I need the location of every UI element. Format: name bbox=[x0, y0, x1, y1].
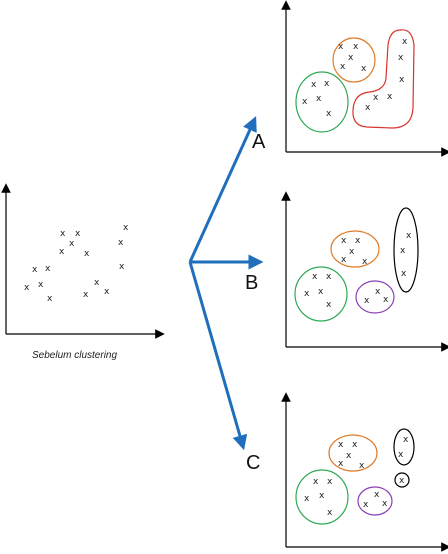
panel-a-points: x x x x x x x x x x x x x x x x bbox=[302, 37, 408, 119]
panel-b: x x x x x x x x x x x x x x x x bbox=[281, 191, 448, 352]
data-point: x bbox=[83, 290, 89, 300]
data-point: x bbox=[304, 289, 310, 299]
cluster-b-orange bbox=[330, 230, 380, 268]
panel-c: x x x x x x x x x x x x x x x x bbox=[281, 392, 448, 552]
panel-c-points: x x x x x x x x x x x x x x x x bbox=[304, 435, 409, 518]
arrow-a bbox=[188, 116, 257, 263]
data-point: x bbox=[327, 477, 333, 487]
data-point: x bbox=[319, 491, 325, 501]
before-points: x x x x x x x x x x x x x x x x bbox=[24, 223, 129, 304]
data-point: x bbox=[374, 490, 380, 500]
cluster-c-black-single bbox=[394, 472, 410, 488]
data-point: x bbox=[383, 295, 389, 305]
data-point: x bbox=[45, 264, 51, 274]
option-a-label: A bbox=[252, 131, 266, 153]
data-point: x bbox=[400, 246, 406, 256]
data-point: x bbox=[38, 280, 44, 290]
data-point: x bbox=[338, 42, 344, 52]
data-point: x bbox=[399, 476, 405, 486]
data-point: x bbox=[311, 80, 317, 90]
data-point: x bbox=[362, 257, 368, 267]
data-point: x bbox=[326, 300, 332, 310]
arrow-c bbox=[188, 261, 248, 451]
data-point: x bbox=[398, 450, 404, 460]
data-point: x bbox=[327, 508, 333, 518]
cluster-a-green bbox=[295, 71, 349, 133]
data-point: x bbox=[341, 236, 347, 246]
data-point: x bbox=[355, 236, 361, 246]
cluster-b-green bbox=[294, 266, 348, 322]
data-point: x bbox=[75, 229, 81, 239]
data-point: x bbox=[349, 247, 355, 257]
option-b-label: B bbox=[245, 272, 258, 294]
option-arrows bbox=[188, 116, 264, 451]
data-point: x bbox=[341, 255, 347, 265]
data-point: x bbox=[401, 269, 407, 279]
data-point: x bbox=[382, 499, 388, 509]
data-point: x bbox=[353, 42, 359, 52]
data-point: x bbox=[402, 37, 408, 47]
data-point: x bbox=[304, 494, 310, 504]
before-panel: x x x x x x x x x x x x x x x x Sebelum … bbox=[1, 183, 165, 361]
data-point: x bbox=[119, 262, 125, 272]
data-point: x bbox=[94, 278, 100, 288]
cluster-a-red bbox=[352, 29, 415, 129]
cluster-c-purple bbox=[357, 486, 393, 516]
data-point: x bbox=[104, 287, 110, 297]
data-point: x bbox=[118, 238, 124, 248]
data-point: x bbox=[387, 92, 393, 102]
data-point: x bbox=[361, 64, 367, 74]
cluster-c-black-large bbox=[393, 428, 415, 466]
panel-a: x x x x x x x x x x x x x x x x bbox=[281, 0, 448, 157]
data-point: x bbox=[326, 109, 332, 119]
data-point: x bbox=[375, 287, 381, 297]
data-point: x bbox=[32, 265, 38, 275]
data-point: x bbox=[399, 75, 405, 85]
data-point: x bbox=[302, 97, 308, 107]
data-point: x bbox=[60, 229, 66, 239]
data-point: x bbox=[313, 477, 319, 487]
data-point: x bbox=[24, 283, 30, 293]
data-point: x bbox=[338, 440, 344, 450]
cluster-b-purple bbox=[355, 280, 395, 314]
data-point: x bbox=[324, 79, 330, 89]
cluster-a-orange bbox=[332, 37, 376, 83]
data-point: x bbox=[352, 440, 358, 450]
data-point: x bbox=[373, 93, 379, 103]
data-point: x bbox=[69, 239, 75, 249]
data-point: x bbox=[123, 223, 129, 233]
data-point: x bbox=[340, 62, 346, 72]
data-point: x bbox=[359, 461, 365, 471]
data-point: x bbox=[406, 231, 412, 241]
data-point: x bbox=[316, 94, 322, 104]
data-point: x bbox=[326, 272, 332, 282]
before-caption: Sebelum clustering bbox=[32, 350, 117, 361]
data-point: x bbox=[318, 287, 324, 297]
data-point: x bbox=[47, 294, 53, 304]
panel-b-points: x x x x x x x x x x x x x x x x bbox=[304, 231, 412, 310]
data-point: x bbox=[364, 296, 370, 306]
cluster-b-black bbox=[393, 207, 419, 293]
cluster-c-orange bbox=[328, 434, 378, 472]
cluster-c-green bbox=[295, 469, 349, 525]
data-point: x bbox=[346, 451, 352, 461]
data-point: x bbox=[363, 500, 369, 510]
data-point: x bbox=[348, 53, 354, 63]
data-point: x bbox=[338, 459, 344, 469]
data-point: x bbox=[312, 272, 318, 282]
data-point: x bbox=[365, 103, 371, 113]
data-point: x bbox=[398, 53, 404, 63]
data-point: x bbox=[403, 435, 409, 445]
option-c-label: C bbox=[246, 452, 260, 474]
data-point: x bbox=[59, 247, 65, 257]
data-point: x bbox=[84, 249, 90, 259]
